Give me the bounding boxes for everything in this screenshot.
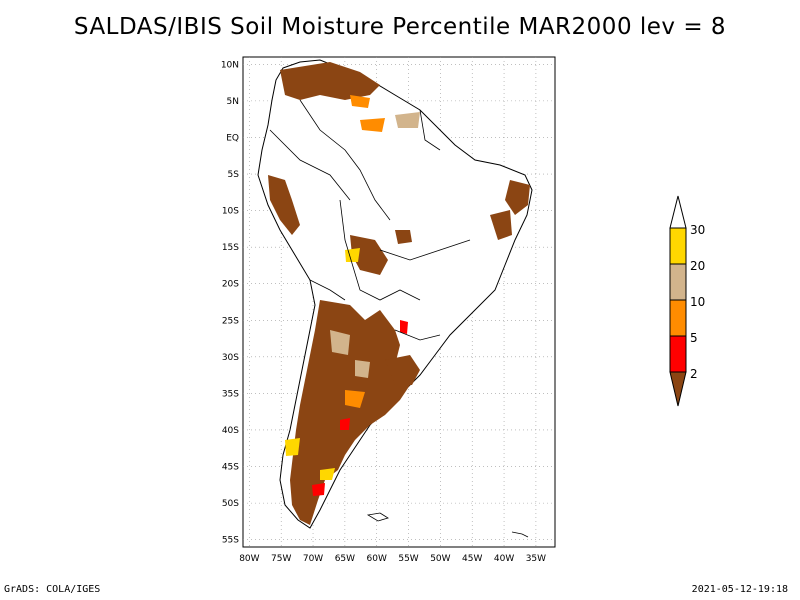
lat-tick-label: 35S [222, 389, 239, 399]
longitude-labels: 80W 75W 70W 65W 60W 55W 50W 45W 40W 35W [239, 554, 546, 564]
legend-label-5: 5 [690, 331, 698, 345]
lon-tick-label: 60W [367, 554, 387, 564]
lat-tick-label: 55S [222, 536, 239, 546]
region-below-2 [290, 300, 410, 525]
region-10-20 [395, 112, 420, 128]
lat-tick-label: 25S [222, 316, 239, 326]
latitude-labels: 10N 5N EQ 5S 10S 15S 20S 25S 30S 35S 40S 45S 50S 55S [221, 60, 239, 545]
region-10-20 [330, 330, 350, 355]
lat-tick-label: EQ [226, 133, 239, 143]
region-20-30 [320, 468, 335, 480]
lon-tick-label: 75W [271, 554, 291, 564]
lon-tick-label: 45W [462, 554, 482, 564]
lat-tick-label: 5N [227, 97, 239, 107]
colorbar-legend: 30 20 10 5 2 [669, 195, 705, 407]
lon-tick-label: 55W [398, 554, 418, 564]
map-title: SALDAS/IBIS Soil Moisture Percentile MAR… [73, 14, 727, 40]
region-below-2 [350, 235, 388, 275]
legend-swatch-above-30 [669, 195, 687, 229]
lat-tick-label: 10N [221, 60, 239, 70]
lon-tick-label: 40W [494, 554, 514, 564]
country-borders [269, 99, 471, 341]
legend-swatch-5-10 [669, 299, 687, 337]
region-10-20 [355, 360, 370, 378]
lon-tick-label: 35W [526, 554, 546, 564]
region-below-2 [268, 175, 300, 235]
region-below-2 [385, 355, 420, 385]
legend-label-2: 2 [690, 367, 698, 381]
lat-tick-label: 20S [222, 280, 239, 290]
falkland-islands [366, 512, 389, 522]
lat-tick-label: 5S [228, 170, 240, 180]
legend-label-20: 20 [690, 259, 705, 273]
region-5-10 [350, 95, 370, 108]
lon-tick-label: 70W [303, 554, 323, 564]
lat-tick-label: 10S [222, 207, 239, 217]
lat-tick-label: 45S [222, 463, 239, 473]
legend-label-30: 30 [690, 223, 705, 237]
legend-swatch-2-5 [669, 335, 687, 373]
continent-shading [257, 59, 533, 538]
region-below-2 [505, 180, 530, 215]
region-below-2 [280, 62, 380, 100]
footer-credit: GrADS: COLA/IGES [4, 584, 101, 595]
region-20-30 [345, 248, 360, 262]
region-5-10 [345, 390, 365, 408]
region-20-30 [285, 438, 300, 456]
footer-timestamp: 2021-05-12-19:18 [691, 584, 788, 595]
region-5-10 [360, 118, 385, 132]
lat-tick-label: 50S [222, 499, 239, 509]
lat-tick-label: 30S [222, 353, 239, 363]
legend-swatch-below-2 [669, 371, 687, 407]
lat-tick-label: 15S [222, 243, 239, 253]
legend-label-10: 10 [690, 295, 705, 309]
legend-swatch-10-20 [669, 263, 687, 301]
lat-tick-label: 40S [222, 426, 239, 436]
lon-tick-label: 50W [430, 554, 450, 564]
region-below-2 [490, 210, 512, 240]
lon-tick-label: 65W [335, 554, 355, 564]
south-georgia [511, 531, 529, 538]
region-2-5 [312, 483, 325, 496]
region-2-5 [400, 320, 408, 334]
legend-swatch-20-30 [669, 227, 687, 265]
region-below-2 [395, 230, 412, 244]
region-2-5 [340, 418, 350, 430]
lon-tick-label: 80W [239, 554, 259, 564]
